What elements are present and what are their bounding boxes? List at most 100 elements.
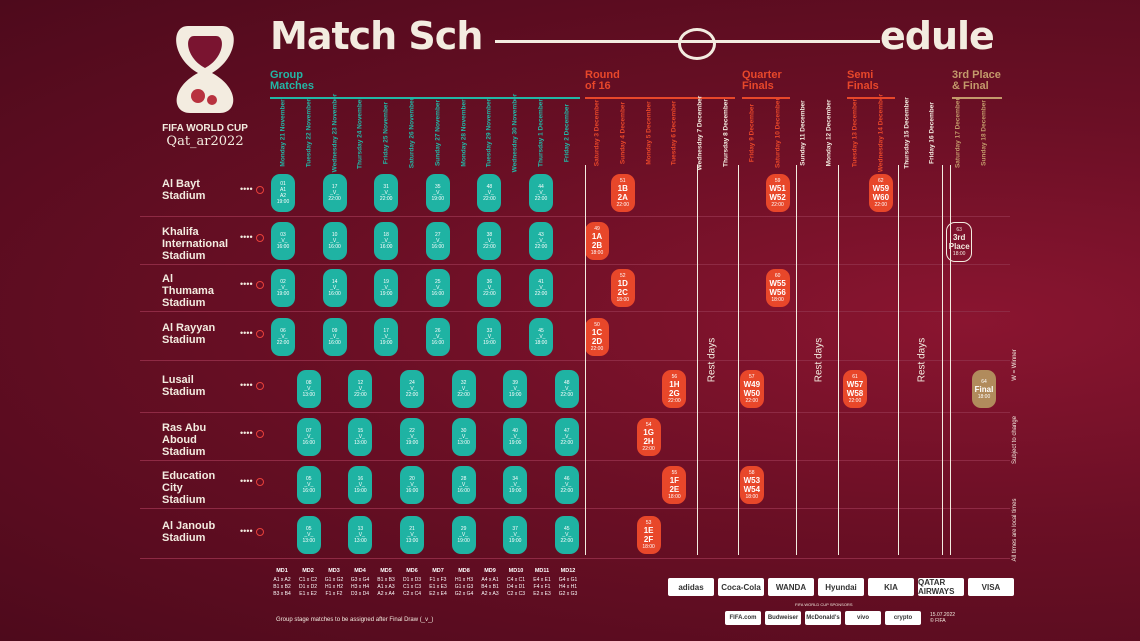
group-match-chip[interactable]: 03 _V_ 16:00 xyxy=(271,222,295,260)
chip-text: 57 xyxy=(749,374,755,380)
chip-text: 01 xyxy=(280,181,286,187)
side-note-text: All times are local times xyxy=(1012,498,1018,562)
group-match-chip[interactable]: 21 _V_ 13:00 xyxy=(400,516,424,554)
knockout-match-chip[interactable]: 55 1F 2E 18:00 xyxy=(662,466,687,504)
knockout-match-chip[interactable]: 64 Final 18:00 xyxy=(972,370,996,408)
knockout-match-chip[interactable]: 61 W57 W58 22:00 xyxy=(843,370,867,408)
matchday-header: MD9 xyxy=(484,568,496,574)
connector-dots: •••• xyxy=(240,279,253,289)
group-match-chip[interactable]: 18 _V_ 16:00 xyxy=(374,222,399,260)
day-label: Sunday 27 November xyxy=(434,99,442,166)
group-match-chip[interactable]: 20 _V_ 16:00 xyxy=(400,466,424,504)
row-divider xyxy=(140,264,1010,265)
chip-text: 13:00 xyxy=(354,440,367,446)
group-match-chip[interactable]: 31 _V_ 22:00 xyxy=(374,174,399,212)
group-match-chip[interactable]: 10 _V_ 16:00 xyxy=(322,222,347,260)
group-match-chip[interactable]: 24 _V_ 22:00 xyxy=(400,370,424,408)
group-match-chip[interactable]: 16 _V_ 19:00 xyxy=(348,466,373,504)
group-match-chip[interactable]: 08 _V_ 13:00 xyxy=(296,370,321,408)
chip-text: 62 xyxy=(878,178,884,184)
matchday-header: MD4 xyxy=(354,568,366,574)
group-match-chip[interactable]: 19 _V_ 19:00 xyxy=(374,269,399,307)
chip-text: 19:00 xyxy=(508,488,522,494)
group-match-chip[interactable]: 48 _V_ 22:00 xyxy=(554,370,579,408)
group-match-chip[interactable]: 07 _V_ 16:00 xyxy=(296,418,321,456)
group-match-chip[interactable]: 45 _V_ 22:00 xyxy=(554,516,579,554)
group-match-chip[interactable]: 15 _V_ 13:00 xyxy=(348,418,373,456)
chip-text: 1B xyxy=(617,184,628,193)
page-title-right: edule xyxy=(880,14,995,58)
group-match-chip[interactable]: 33 _V_ 19:00 xyxy=(477,318,502,356)
matchday-pair: G2 x G3 xyxy=(558,591,578,597)
group-match-chip[interactable]: 36 _V_ 22:00 xyxy=(477,269,502,307)
group-match-chip[interactable]: 32 _V_ 22:00 xyxy=(451,370,476,408)
group-match-chip[interactable]: 09 _V_ 16:00 xyxy=(322,318,347,356)
knockout-match-chip[interactable]: 52 1D 2C 18:00 xyxy=(610,269,635,307)
group-match-chip[interactable]: 06 _V_ 22:00 xyxy=(271,318,295,356)
chip-text: _V_ xyxy=(510,386,520,392)
knockout-match-chip[interactable]: 59 W51 W52 22:00 xyxy=(765,174,790,212)
knockout-match-chip[interactable]: 62 W59 W60 22:00 xyxy=(868,174,893,212)
group-match-chip[interactable]: 43 _V_ 22:00 xyxy=(529,222,553,260)
day-header: Thursday 1 December xyxy=(534,99,548,167)
chip-text: 22:00 xyxy=(560,538,574,544)
group-match-chip[interactable]: 30 _V_ 13:00 xyxy=(451,418,476,456)
group-match-chip[interactable]: 13 _V_ 13:00 xyxy=(348,516,373,554)
group-match-chip[interactable]: 22 _V_ 19:00 xyxy=(400,418,424,456)
group-match-chip[interactable]: 40 _V_ 19:00 xyxy=(503,418,528,456)
group-match-chip[interactable]: 14 _V_ 16:00 xyxy=(322,269,347,307)
knockout-match-chip[interactable]: 57 W49 W50 22:00 xyxy=(739,370,764,408)
group-match-chip[interactable]: 17 _V_ 22:00 xyxy=(322,174,347,212)
knockout-match-chip[interactable]: 49 1A 2B 18:00 xyxy=(585,222,609,260)
chip-text: 55 xyxy=(671,470,678,476)
knockout-match-chip[interactable]: 53 1E 2F 18:00 xyxy=(636,516,661,554)
group-match-chip[interactable]: 27 _V_ 16:00 xyxy=(425,222,450,260)
day-header: Sunday 18 December xyxy=(977,100,991,166)
group-match-chip[interactable]: 05 _V_ 13:00 xyxy=(296,516,321,554)
group-match-chip[interactable]: 48 _V_ 22:00 xyxy=(477,174,502,212)
group-match-chip[interactable]: 01 A1 A2 19:00 xyxy=(271,174,295,212)
group-match-chip[interactable]: 45 _V_ 18:00 xyxy=(529,318,553,356)
knockout-match-chip[interactable]: 56 1H 2G 22:00 xyxy=(662,370,687,408)
chip-text: 1D xyxy=(617,279,628,288)
knockout-match-chip[interactable]: 58 W53 W54 18:00 xyxy=(739,466,764,504)
group-match-chip[interactable]: 12 _V_ 22:00 xyxy=(348,370,373,408)
day-label: Wednesday 23 November xyxy=(331,93,339,172)
chip-text: 1H xyxy=(669,380,680,389)
group-match-chip[interactable]: 35 _V_ 19:00 xyxy=(425,174,450,212)
day-header: Friday 16 December xyxy=(925,102,939,164)
group-match-chip[interactable]: 17 _V_ 19:00 xyxy=(374,318,399,356)
knockout-match-chip[interactable]: 51 1B 2A 22:00 xyxy=(610,174,635,212)
side-note: All times are local times xyxy=(1010,485,1020,575)
matchday-pair: H3 x H4 xyxy=(350,584,370,590)
chip-text: _V_ xyxy=(562,386,572,392)
location-pin-icon xyxy=(256,382,264,390)
rest-days-label: Rest days xyxy=(812,325,826,395)
group-match-chip[interactable]: 05 _V_ 16:00 xyxy=(296,466,321,504)
phase-label: Group Matches xyxy=(270,69,315,92)
group-match-chip[interactable]: 25 _V_ 16:00 xyxy=(425,269,450,307)
group-match-chip[interactable]: 34 _V_ 19:00 xyxy=(503,466,528,504)
knockout-match-chip[interactable]: 54 1G 2H 22:00 xyxy=(636,418,661,456)
group-match-chip[interactable]: 37 _V_ 19:00 xyxy=(503,516,528,554)
group-match-chip[interactable]: 28 _V_ 16:00 xyxy=(451,466,476,504)
chip-text: _V_ xyxy=(484,334,494,340)
matchday-pair: C4 x C1 xyxy=(506,577,526,583)
group-match-chip[interactable]: 29 _V_ 19:00 xyxy=(451,516,476,554)
sponsor-logo: McDonald's xyxy=(805,611,841,625)
knockout-match-chip[interactable]: 63 3rd Place 18:00 xyxy=(946,222,973,262)
group-match-chip[interactable]: 26 _V_ 16:00 xyxy=(425,318,450,356)
day-label: Monday 12 December xyxy=(825,99,833,166)
group-match-chip[interactable]: 46 _V_ 22:00 xyxy=(554,466,579,504)
knockout-match-chip[interactable]: 60 W55 W56 18:00 xyxy=(765,269,790,307)
group-match-chip[interactable]: 41 _V_ 22:00 xyxy=(529,269,553,307)
chip-text: 33 xyxy=(486,328,493,334)
column-divider xyxy=(796,165,797,555)
group-match-chip[interactable]: 39 _V_ 19:00 xyxy=(503,370,528,408)
chip-text: 19:00 xyxy=(379,340,393,346)
group-match-chip[interactable]: 44 _V_ 22:00 xyxy=(529,174,553,212)
group-match-chip[interactable]: 02 _V_ 19:00 xyxy=(271,269,295,307)
group-match-chip[interactable]: 47 _V_ 22:00 xyxy=(554,418,579,456)
group-match-chip[interactable]: 38 _V_ 22:00 xyxy=(477,222,502,260)
knockout-match-chip[interactable]: 50 1C 2D 22:00 xyxy=(585,318,609,356)
